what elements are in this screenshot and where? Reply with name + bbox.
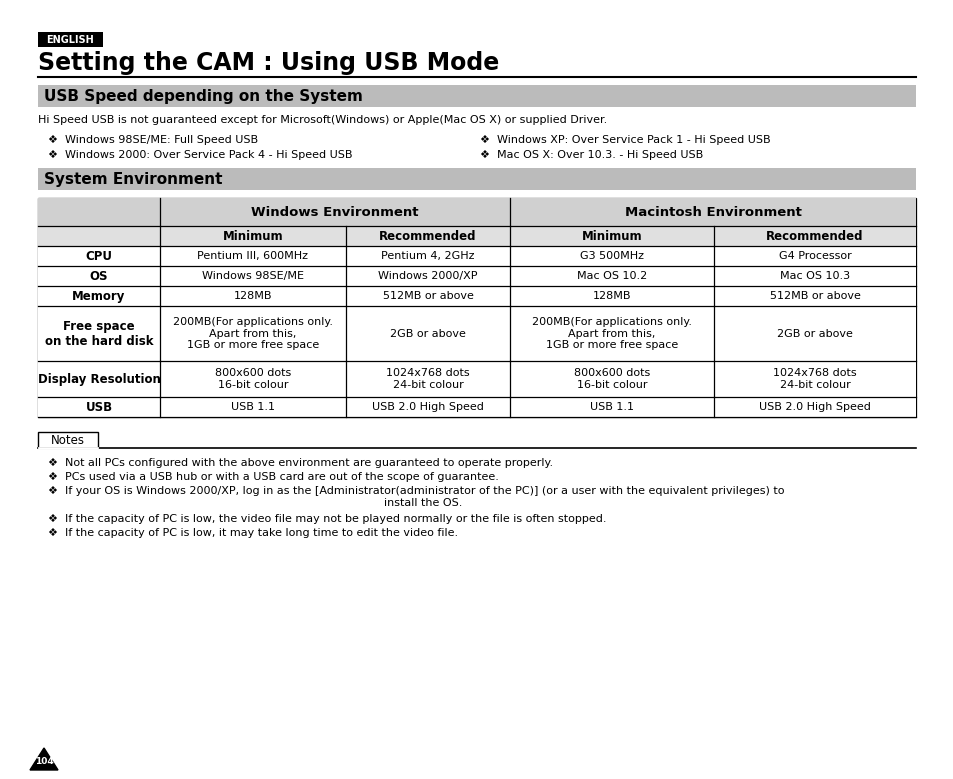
Text: Recommended: Recommended <box>765 230 862 242</box>
Text: 512MB or above: 512MB or above <box>769 291 860 301</box>
Text: ❖  Mac OS X: Over 10.3. - Hi Speed USB: ❖ Mac OS X: Over 10.3. - Hi Speed USB <box>479 150 702 160</box>
Text: ❖  If the capacity of PC is low, the video file may not be played normally or th: ❖ If the capacity of PC is low, the vide… <box>48 514 606 524</box>
Text: ❖  If your OS is Windows 2000/XP, log in as the [Administrator(administrator of : ❖ If your OS is Windows 2000/XP, log in … <box>48 486 783 508</box>
Text: 200MB(For applications only.
Apart from this,
1GB or more free space: 200MB(For applications only. Apart from … <box>172 317 333 350</box>
Text: Pentium 4, 2GHz: Pentium 4, 2GHz <box>381 251 475 261</box>
Bar <box>38 198 915 226</box>
Text: 2GB or above: 2GB or above <box>777 329 852 339</box>
Text: OS: OS <box>90 270 108 283</box>
Bar <box>38 246 915 266</box>
Text: ENGLISH: ENGLISH <box>47 34 94 44</box>
Bar <box>38 85 915 107</box>
Text: G4 Processor: G4 Processor <box>778 251 850 261</box>
Text: Minimum: Minimum <box>581 230 641 242</box>
Text: 1024x768 dots
24-bit colour: 1024x768 dots 24-bit colour <box>772 368 856 390</box>
Text: Hi Speed USB is not guaranteed except for Microsoft(Windows) or Apple(Mac OS X) : Hi Speed USB is not guaranteed except fo… <box>38 115 607 125</box>
Text: G3 500MHz: G3 500MHz <box>579 251 643 261</box>
Text: Mac OS 10.3: Mac OS 10.3 <box>780 271 849 281</box>
Text: ❖  Windows 98SE/ME: Full Speed USB: ❖ Windows 98SE/ME: Full Speed USB <box>48 135 258 145</box>
Bar <box>38 286 915 306</box>
Text: Memory: Memory <box>72 290 126 302</box>
Text: Pentium III, 600MHz: Pentium III, 600MHz <box>197 251 308 261</box>
Text: 800x600 dots
16-bit colour: 800x600 dots 16-bit colour <box>214 368 291 390</box>
Text: Display Resolution: Display Resolution <box>37 372 160 386</box>
Text: USB 1.1: USB 1.1 <box>231 402 274 412</box>
Text: Windows 98SE/ME: Windows 98SE/ME <box>202 271 304 281</box>
Text: 800x600 dots
16-bit colour: 800x600 dots 16-bit colour <box>574 368 649 390</box>
Text: Windows 2000/XP: Windows 2000/XP <box>377 271 477 281</box>
Text: 104: 104 <box>34 757 53 767</box>
Bar <box>38 32 103 47</box>
Text: Free space
on the hard disk: Free space on the hard disk <box>45 319 153 347</box>
Text: 128MB: 128MB <box>592 291 631 301</box>
Bar <box>38 168 915 190</box>
Bar <box>38 198 915 417</box>
Bar <box>38 226 915 246</box>
Text: Setting the CAM : Using USB Mode: Setting the CAM : Using USB Mode <box>38 51 498 75</box>
Text: ❖  PCs used via a USB hub or with a USB card are out of the scope of guarantee.: ❖ PCs used via a USB hub or with a USB c… <box>48 472 498 482</box>
Text: USB 2.0 High Speed: USB 2.0 High Speed <box>372 402 483 412</box>
Text: ❖  Windows 2000: Over Service Pack 4 - Hi Speed USB: ❖ Windows 2000: Over Service Pack 4 - Hi… <box>48 150 352 160</box>
Bar <box>38 361 915 397</box>
Text: ❖  If the capacity of PC is low, it may take long time to edit the video file.: ❖ If the capacity of PC is low, it may t… <box>48 528 457 538</box>
Bar <box>38 266 915 286</box>
Bar <box>38 198 160 226</box>
Text: Minimum: Minimum <box>222 230 283 242</box>
Bar <box>38 306 915 361</box>
Text: USB: USB <box>86 400 112 414</box>
Text: 1024x768 dots
24-bit colour: 1024x768 dots 24-bit colour <box>386 368 469 390</box>
Text: Windows Environment: Windows Environment <box>251 206 418 218</box>
Text: Recommended: Recommended <box>379 230 476 242</box>
Polygon shape <box>30 748 58 770</box>
Text: 128MB: 128MB <box>233 291 272 301</box>
Text: ❖  Not all PCs configured with the above environment are guaranteed to operate p: ❖ Not all PCs configured with the above … <box>48 458 553 468</box>
Text: 2GB or above: 2GB or above <box>390 329 465 339</box>
Text: 200MB(For applications only.
Apart from this,
1GB or more free space: 200MB(For applications only. Apart from … <box>532 317 691 350</box>
Text: USB 2.0 High Speed: USB 2.0 High Speed <box>759 402 870 412</box>
Text: Notes: Notes <box>51 433 85 446</box>
Bar <box>38 397 915 417</box>
Text: CPU: CPU <box>86 249 112 263</box>
Text: Macintosh Environment: Macintosh Environment <box>624 206 801 218</box>
Text: USB Speed depending on the System: USB Speed depending on the System <box>44 89 362 104</box>
Text: ❖  Windows XP: Over Service Pack 1 - Hi Speed USB: ❖ Windows XP: Over Service Pack 1 - Hi S… <box>479 135 770 145</box>
Text: System Environment: System Environment <box>44 171 222 186</box>
Text: Mac OS 10.2: Mac OS 10.2 <box>577 271 646 281</box>
Bar <box>38 432 98 448</box>
Text: 512MB or above: 512MB or above <box>382 291 473 301</box>
Text: USB 1.1: USB 1.1 <box>589 402 634 412</box>
